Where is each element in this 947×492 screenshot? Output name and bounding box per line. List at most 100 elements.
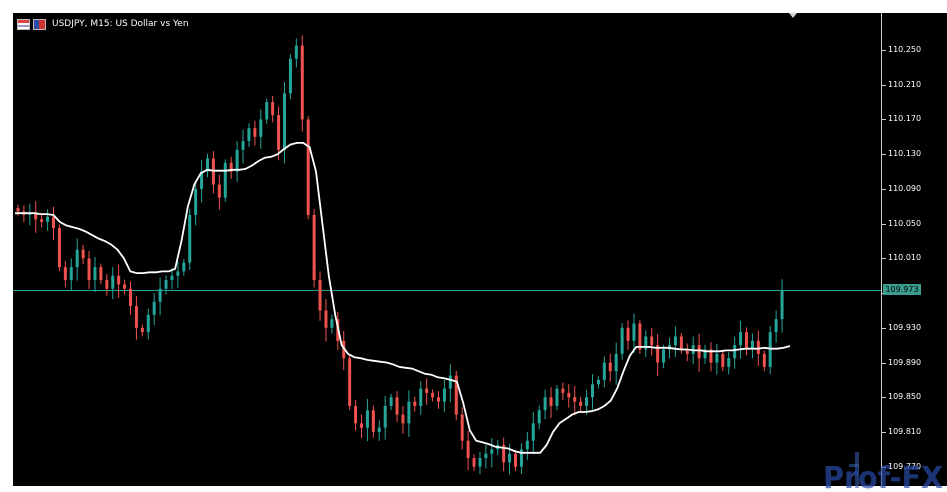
candle: [632, 313, 636, 353]
candle-body: [442, 388, 446, 402]
candle: [265, 98, 269, 124]
candle-body: [318, 280, 322, 311]
current-price-marker: 109.973: [883, 284, 921, 296]
candle-body: [709, 349, 713, 363]
candle: [466, 430, 470, 471]
candle-body: [425, 388, 429, 393]
candle: [739, 320, 743, 359]
price-tick-mark: [881, 119, 886, 121]
candle: [431, 389, 435, 402]
candle-body: [63, 267, 67, 281]
candle: [537, 405, 541, 430]
candle: [81, 244, 85, 265]
candle-body: [750, 340, 754, 350]
candle-body: [300, 45, 304, 120]
price-axis[interactable]: [881, 13, 882, 486]
flag-icon[interactable]: [33, 18, 46, 30]
price-tick-mark: [881, 432, 886, 433]
candle-body: [673, 336, 677, 346]
candle-body: [608, 362, 612, 372]
table-icon[interactable]: [17, 18, 30, 30]
price-tick-mark: [881, 327, 886, 329]
candle: [164, 275, 168, 295]
candle: [715, 343, 719, 375]
chart-window[interactable]: USDJPY, M15: US Dollar vs Yen 110.250 110…: [13, 13, 947, 486]
candle: [721, 350, 725, 372]
candle: [75, 238, 79, 281]
candle-body: [596, 379, 600, 385]
candle-body: [419, 388, 423, 406]
candle: [383, 395, 387, 440]
candle: [93, 257, 97, 293]
candle-body: [182, 262, 186, 272]
candle-body: [235, 149, 239, 172]
candle: [745, 327, 748, 356]
candle-body: [81, 249, 85, 259]
candle: [591, 374, 594, 410]
candle-body: [632, 323, 636, 341]
candle-body: [223, 162, 227, 198]
chart-title-bar: USDJPY, M15: US Dollar vs Yen: [17, 17, 189, 31]
moving-average-line: [15, 142, 791, 454]
candle-body: [490, 449, 494, 454]
price-tick-label: 109.810: [888, 427, 922, 436]
candle-body: [662, 349, 666, 363]
candle: [531, 412, 535, 455]
candle-body: [413, 401, 417, 406]
candle: [638, 320, 642, 354]
candle: [549, 387, 553, 418]
candle-body: [620, 327, 624, 354]
logo-text: Prof-FX: [823, 461, 943, 490]
candle: [283, 82, 286, 164]
candle: [425, 378, 429, 405]
price-tick-label: 110.250: [888, 45, 922, 54]
candle-body: [146, 314, 150, 333]
candle-body: [602, 362, 606, 380]
candle-body: [543, 397, 547, 411]
candle: [437, 391, 440, 409]
candle: [46, 209, 50, 231]
candle-body: [34, 212, 38, 220]
candle-body: [342, 340, 346, 359]
candle-body: [614, 353, 618, 372]
candle: [454, 370, 458, 421]
candle-body: [40, 219, 44, 222]
candle-body: [377, 427, 381, 432]
price-tick-label: 110.130: [888, 149, 922, 159]
candle: [206, 153, 209, 178]
chart-shift-marker[interactable]: [789, 13, 797, 18]
candle-body: [656, 345, 660, 363]
candle: [188, 208, 192, 270]
candle: [460, 407, 464, 450]
candle: [28, 203, 32, 226]
candle: [176, 261, 180, 288]
candle: [697, 333, 701, 372]
candle-body: [129, 288, 132, 307]
candle-body: [253, 128, 257, 137]
candle: [360, 414, 363, 439]
candle-body: [466, 440, 470, 459]
candle-body: [52, 216, 55, 228]
candle: [543, 389, 547, 420]
candle: [596, 376, 600, 389]
candle-body: [448, 375, 452, 389]
candle-body: [111, 275, 115, 289]
candle-body: [561, 388, 565, 393]
candle-body: [727, 358, 731, 367]
candle-body: [555, 388, 559, 406]
candle: [585, 389, 589, 415]
candle-body: [283, 93, 286, 150]
candle-body: [525, 440, 529, 450]
candle: [448, 364, 452, 403]
price-tick-label: 109.850: [888, 392, 922, 402]
price-plot[interactable]: [13, 13, 947, 486]
candle: [365, 399, 369, 442]
candle-body: [69, 267, 73, 281]
candle-body: [330, 319, 334, 328]
candle-body: [508, 453, 512, 463]
candle: [170, 268, 174, 289]
price-tick-mark: [881, 223, 886, 225]
candle-body: [99, 267, 103, 281]
candle: [762, 350, 766, 372]
price-tick-mark: [881, 397, 886, 399]
